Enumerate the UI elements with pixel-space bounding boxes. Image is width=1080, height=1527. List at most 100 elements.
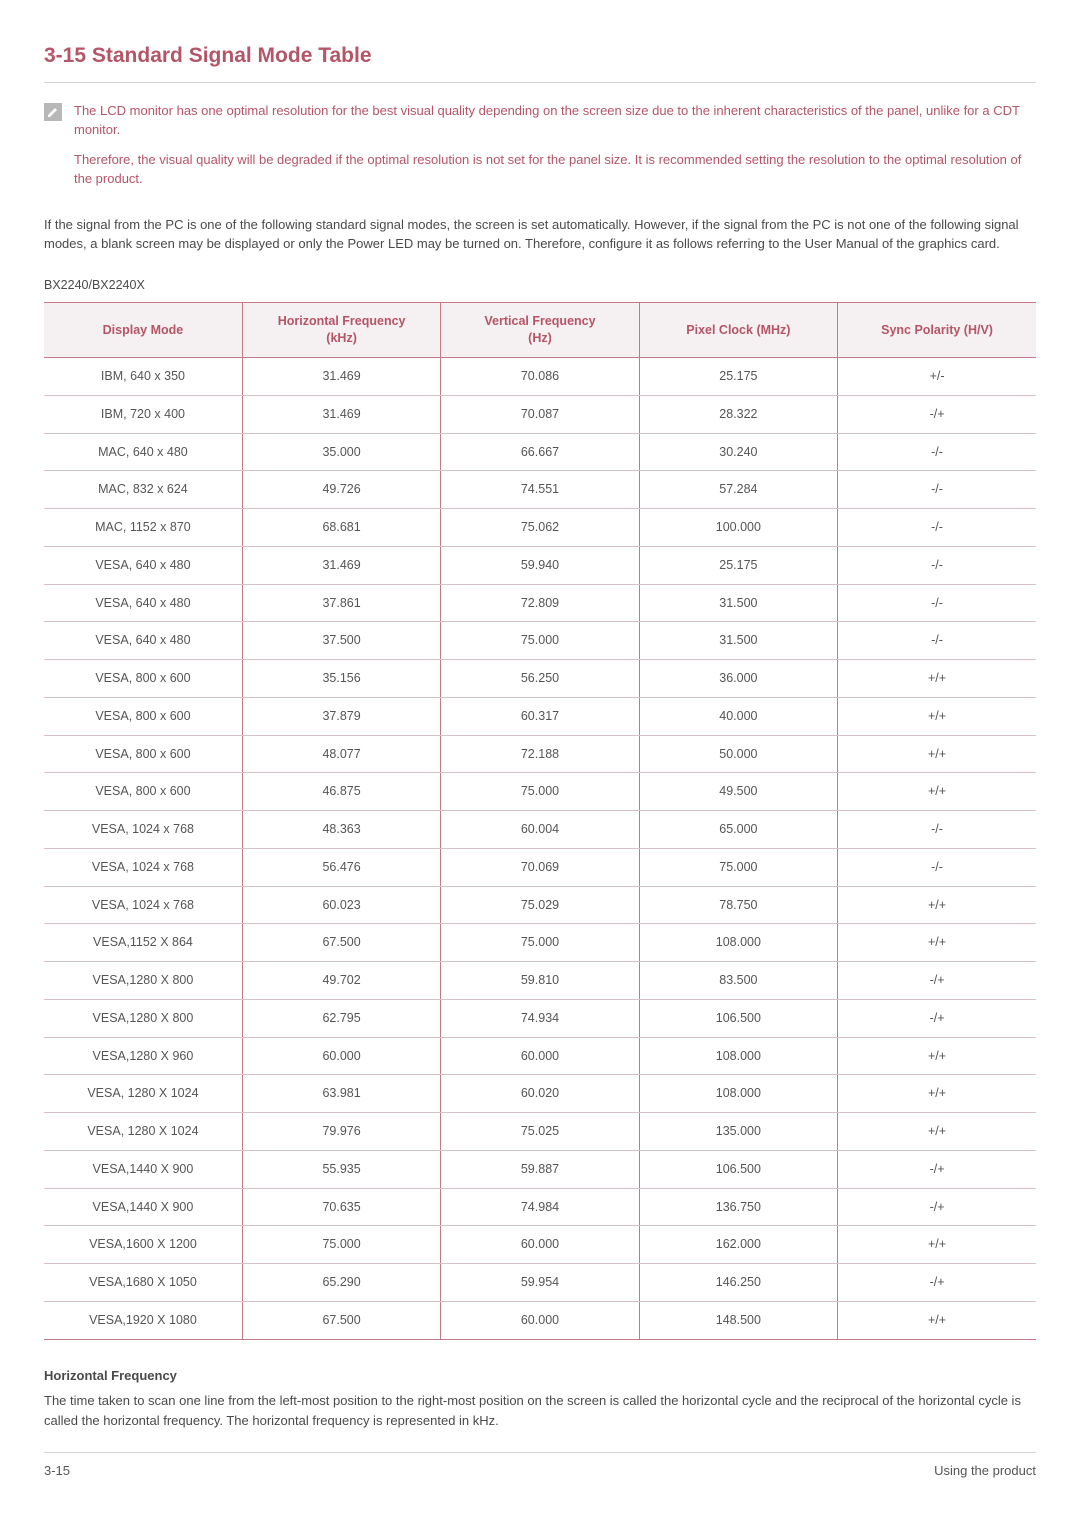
table-row: VESA, 800 x 60037.87960.31740.000+/+ bbox=[44, 697, 1036, 735]
table-cell: +/+ bbox=[838, 886, 1036, 924]
table-cell: 59.954 bbox=[441, 1264, 639, 1302]
table-cell: VESA,1680 X 1050 bbox=[44, 1264, 242, 1302]
table-row: MAC, 1152 x 87068.68175.062100.000-/- bbox=[44, 509, 1036, 547]
table-cell: 72.188 bbox=[441, 735, 639, 773]
table-cell: 68.681 bbox=[242, 509, 440, 547]
table-cell: VESA,1280 X 800 bbox=[44, 962, 242, 1000]
table-cell: VESA, 800 x 600 bbox=[44, 660, 242, 698]
table-cell: -/- bbox=[838, 471, 1036, 509]
table-row: VESA, 800 x 60035.15656.25036.000+/+ bbox=[44, 660, 1036, 698]
table-cell: 75.029 bbox=[441, 886, 639, 924]
table-cell: 28.322 bbox=[639, 395, 837, 433]
table-cell: 106.500 bbox=[639, 1150, 837, 1188]
table-cell: 108.000 bbox=[639, 1037, 837, 1075]
footer-left: 3-15 bbox=[44, 1461, 70, 1481]
table-cell: 59.940 bbox=[441, 546, 639, 584]
table-cell: 37.500 bbox=[242, 622, 440, 660]
table-cell: 74.551 bbox=[441, 471, 639, 509]
table-cell: 108.000 bbox=[639, 1075, 837, 1113]
table-cell: VESA,1600 X 1200 bbox=[44, 1226, 242, 1264]
table-cell: 65.000 bbox=[639, 811, 837, 849]
table-cell: 60.004 bbox=[441, 811, 639, 849]
table-cell: +/+ bbox=[838, 1113, 1036, 1151]
table-cell: VESA, 800 x 600 bbox=[44, 697, 242, 735]
definition-text: The time taken to scan one line from the… bbox=[44, 1391, 1036, 1430]
table-cell: 55.935 bbox=[242, 1150, 440, 1188]
table-cell: 25.175 bbox=[639, 358, 837, 396]
table-cell: 59.810 bbox=[441, 962, 639, 1000]
table-row: IBM, 640 x 35031.46970.08625.175+/- bbox=[44, 358, 1036, 396]
table-cell: 40.000 bbox=[639, 697, 837, 735]
table-cell: 37.879 bbox=[242, 697, 440, 735]
table-cell: 74.984 bbox=[441, 1188, 639, 1226]
table-row: VESA,1680 X 105065.29059.954146.250-/+ bbox=[44, 1264, 1036, 1302]
table-cell: -/- bbox=[838, 848, 1036, 886]
table-cell: 35.000 bbox=[242, 433, 440, 471]
model-label: BX2240/BX2240X bbox=[44, 276, 1036, 295]
table-row: VESA, 640 x 48037.86172.80931.500-/- bbox=[44, 584, 1036, 622]
pencil-icon bbox=[44, 103, 62, 121]
column-header: Sync Polarity (H/V) bbox=[838, 303, 1036, 358]
table-row: VESA, 800 x 60048.07772.18850.000+/+ bbox=[44, 735, 1036, 773]
table-cell: 75.000 bbox=[441, 924, 639, 962]
note-p1: The LCD monitor has one optimal resoluti… bbox=[74, 101, 1036, 140]
table-cell: VESA, 1280 X 1024 bbox=[44, 1075, 242, 1113]
table-cell: 48.077 bbox=[242, 735, 440, 773]
table-cell: VESA,1920 X 1080 bbox=[44, 1301, 242, 1339]
table-cell: 56.250 bbox=[441, 660, 639, 698]
table-cell: -/- bbox=[838, 622, 1036, 660]
table-row: VESA, 1280 X 102479.97675.025135.000+/+ bbox=[44, 1113, 1036, 1151]
table-cell: -/- bbox=[838, 584, 1036, 622]
table-cell: 31.469 bbox=[242, 546, 440, 584]
table-row: VESA,1440 X 90070.63574.984136.750-/+ bbox=[44, 1188, 1036, 1226]
column-header: Vertical Frequency(Hz) bbox=[441, 303, 639, 358]
table-row: VESA, 1024 x 76860.02375.02978.750+/+ bbox=[44, 886, 1036, 924]
table-cell: 62.795 bbox=[242, 999, 440, 1037]
table-cell: -/+ bbox=[838, 1188, 1036, 1226]
table-cell: MAC, 1152 x 870 bbox=[44, 509, 242, 547]
table-cell: +/+ bbox=[838, 1226, 1036, 1264]
table-cell: 31.500 bbox=[639, 584, 837, 622]
table-row: VESA,1440 X 90055.93559.887106.500-/+ bbox=[44, 1150, 1036, 1188]
table-row: IBM, 720 x 40031.46970.08728.322-/+ bbox=[44, 395, 1036, 433]
table-cell: 70.087 bbox=[441, 395, 639, 433]
table-row: MAC, 832 x 62449.72674.55157.284-/- bbox=[44, 471, 1036, 509]
table-cell: VESA, 800 x 600 bbox=[44, 735, 242, 773]
note-p2: Therefore, the visual quality will be de… bbox=[74, 150, 1036, 189]
table-cell: 63.981 bbox=[242, 1075, 440, 1113]
table-row: VESA, 1024 x 76856.47670.06975.000-/- bbox=[44, 848, 1036, 886]
table-cell: 60.023 bbox=[242, 886, 440, 924]
table-cell: 60.020 bbox=[441, 1075, 639, 1113]
table-cell: 75.000 bbox=[441, 773, 639, 811]
table-cell: VESA, 1280 X 1024 bbox=[44, 1113, 242, 1151]
table-cell: 31.469 bbox=[242, 358, 440, 396]
table-cell: -/- bbox=[838, 811, 1036, 849]
table-cell: 49.702 bbox=[242, 962, 440, 1000]
table-cell: 60.000 bbox=[441, 1226, 639, 1264]
table-cell: 56.476 bbox=[242, 848, 440, 886]
table-cell: -/- bbox=[838, 509, 1036, 547]
table-cell: 70.086 bbox=[441, 358, 639, 396]
table-cell: 25.175 bbox=[639, 546, 837, 584]
table-cell: -/- bbox=[838, 546, 1036, 584]
table-cell: +/+ bbox=[838, 1301, 1036, 1339]
table-cell: 50.000 bbox=[639, 735, 837, 773]
table-body: IBM, 640 x 35031.46970.08625.175+/-IBM, … bbox=[44, 358, 1036, 1340]
table-row: VESA,1600 X 120075.00060.000162.000+/+ bbox=[44, 1226, 1036, 1264]
table-cell: -/+ bbox=[838, 1150, 1036, 1188]
note-text: The LCD monitor has one optimal resoluti… bbox=[68, 101, 1036, 199]
table-cell: 37.861 bbox=[242, 584, 440, 622]
table-cell: 48.363 bbox=[242, 811, 440, 849]
table-cell: 148.500 bbox=[639, 1301, 837, 1339]
table-cell: 49.500 bbox=[639, 773, 837, 811]
table-cell: -/+ bbox=[838, 395, 1036, 433]
table-row: MAC, 640 x 48035.00066.66730.240-/- bbox=[44, 433, 1036, 471]
table-cell: 79.976 bbox=[242, 1113, 440, 1151]
column-header: Display Mode bbox=[44, 303, 242, 358]
table-cell: 146.250 bbox=[639, 1264, 837, 1302]
table-cell: 59.887 bbox=[441, 1150, 639, 1188]
table-cell: 67.500 bbox=[242, 924, 440, 962]
table-row: VESA, 800 x 60046.87575.00049.500+/+ bbox=[44, 773, 1036, 811]
table-cell: VESA,1280 X 800 bbox=[44, 999, 242, 1037]
table-cell: 75.062 bbox=[441, 509, 639, 547]
